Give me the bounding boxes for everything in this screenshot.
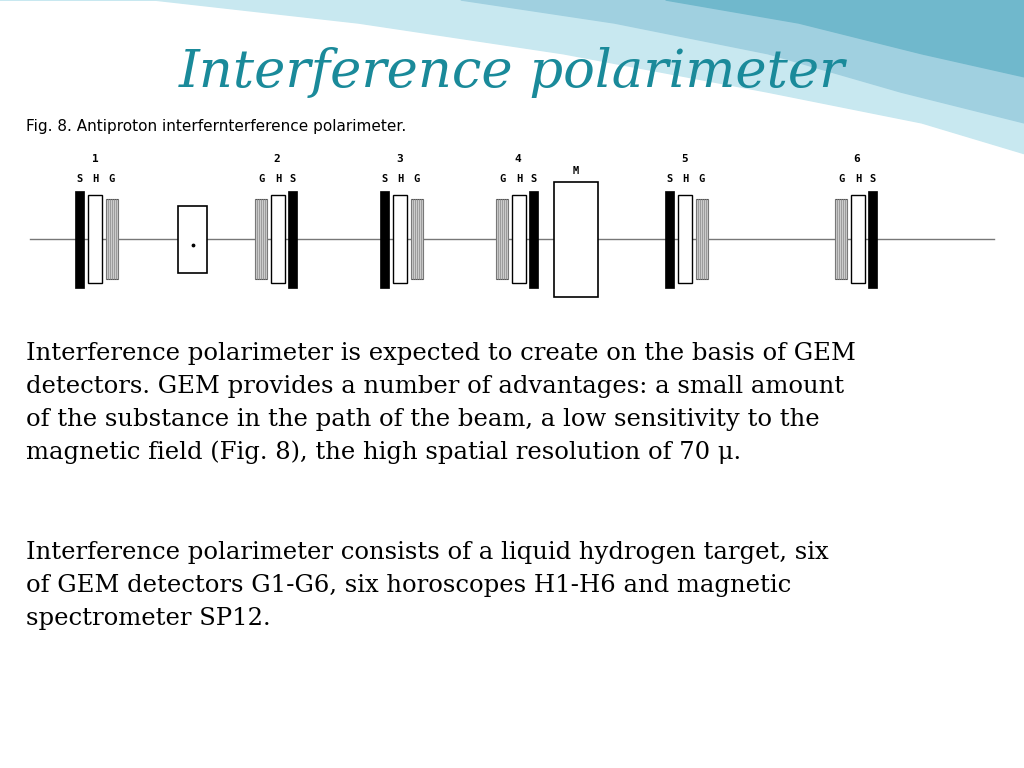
- Bar: [255, 200, 267, 279]
- Text: G: G: [258, 174, 264, 184]
- Text: 2: 2: [273, 154, 281, 164]
- Text: H: H: [855, 174, 861, 184]
- Text: Interference polarimeter: Interference polarimeter: [179, 48, 845, 98]
- Text: G: G: [499, 174, 505, 184]
- Polygon shape: [666, 0, 1024, 77]
- Polygon shape: [0, 0, 1024, 154]
- Bar: [512, 195, 525, 283]
- Bar: [851, 195, 865, 283]
- Polygon shape: [461, 0, 1024, 123]
- Bar: [836, 200, 847, 279]
- Text: 5: 5: [682, 154, 688, 164]
- Bar: [868, 190, 878, 288]
- Bar: [696, 200, 708, 279]
- Bar: [380, 190, 389, 288]
- Bar: [411, 200, 423, 279]
- Text: G: G: [414, 174, 420, 184]
- Text: H: H: [397, 174, 403, 184]
- Text: 3: 3: [396, 154, 403, 164]
- Text: M: M: [572, 166, 579, 176]
- Bar: [554, 182, 598, 296]
- Text: G: G: [839, 174, 845, 184]
- Text: S: S: [869, 174, 876, 184]
- Bar: [497, 200, 508, 279]
- Text: 6: 6: [854, 154, 860, 164]
- Text: S: S: [290, 174, 296, 184]
- Text: S: S: [530, 174, 537, 184]
- Text: H: H: [274, 174, 282, 184]
- Text: H: H: [516, 174, 522, 184]
- Text: H: H: [92, 174, 98, 184]
- Bar: [665, 190, 674, 288]
- Bar: [75, 190, 84, 288]
- Text: S: S: [381, 174, 387, 184]
- Bar: [393, 195, 407, 283]
- Text: G: G: [698, 174, 705, 184]
- Text: Fig. 8. Antiproton interfernterference polarimeter.: Fig. 8. Antiproton interfernterference p…: [26, 119, 406, 134]
- Bar: [678, 195, 692, 283]
- Text: S: S: [77, 174, 83, 184]
- Text: 4: 4: [514, 154, 521, 164]
- Text: G: G: [109, 174, 115, 184]
- Bar: [106, 200, 118, 279]
- Text: H: H: [682, 174, 688, 184]
- Text: S: S: [667, 174, 673, 184]
- Bar: [529, 190, 538, 288]
- Bar: [289, 190, 297, 288]
- Bar: [271, 195, 285, 283]
- Text: Interference polarimeter consists of a liquid hydrogen target, six
of GEM detect: Interference polarimeter consists of a l…: [26, 541, 828, 631]
- Bar: [88, 195, 102, 283]
- Text: Interference polarimeter is expected to create on the basis of GEM
detectors. GE: Interference polarimeter is expected to …: [26, 342, 855, 465]
- Bar: [178, 206, 207, 273]
- Text: 1: 1: [92, 154, 98, 164]
